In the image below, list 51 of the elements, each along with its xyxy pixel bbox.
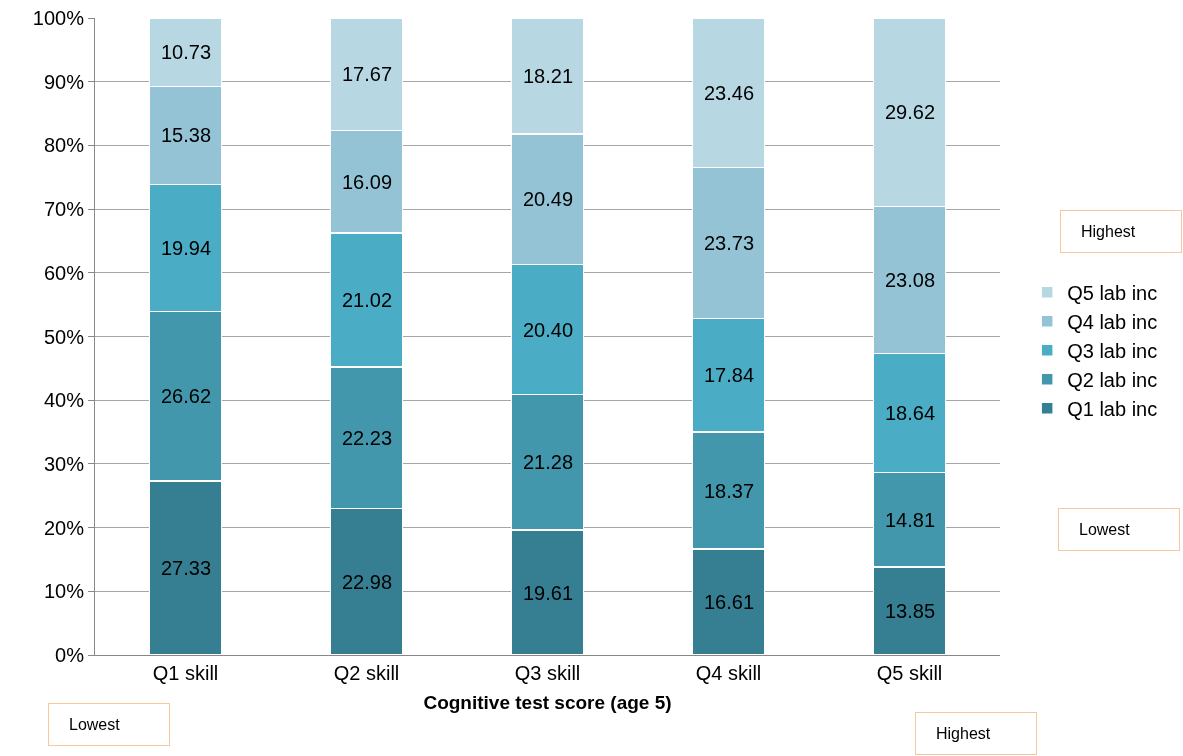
y-tick-label: 80% bbox=[43, 134, 85, 157]
data-label: 14.81 bbox=[885, 509, 936, 531]
data-label: 20.49 bbox=[523, 188, 574, 210]
data-label: 29.62 bbox=[885, 101, 936, 123]
data-label: 22.23 bbox=[342, 427, 393, 449]
text: Lowest bbox=[1058, 508, 1180, 551]
data-label: 18.64 bbox=[885, 402, 936, 424]
x-tick-label: Q4 skill bbox=[695, 662, 762, 684]
text: Highest bbox=[915, 712, 1037, 755]
legend-label: Q4 lab inc bbox=[1067, 311, 1158, 334]
data-label: 10.73 bbox=[161, 41, 212, 63]
data-label: 18.37 bbox=[704, 480, 755, 502]
y-tick-label: 90% bbox=[43, 70, 85, 93]
y-tick-label: 40% bbox=[43, 389, 85, 412]
data-label: 27.33 bbox=[161, 557, 212, 579]
y-tick-label: 60% bbox=[43, 261, 85, 284]
data-label: 19.61 bbox=[523, 582, 574, 604]
legend-label: Q2 lab inc bbox=[1067, 369, 1158, 392]
y-tick-label: 70% bbox=[43, 198, 85, 221]
data-label: 17.84 bbox=[704, 364, 755, 386]
x-tick-label: Q5 skill bbox=[876, 662, 943, 684]
data-label: 19.94 bbox=[161, 237, 212, 259]
text: Highest bbox=[1060, 210, 1182, 253]
data-label: 22.98 bbox=[342, 571, 393, 593]
x-tick-label: Q1 skill bbox=[152, 662, 219, 684]
x-tick-label: Q2 skill bbox=[333, 662, 400, 684]
y-tick-label: 50% bbox=[43, 325, 85, 348]
legend-label: Q5 lab inc bbox=[1067, 282, 1158, 305]
y-tick-label: 20% bbox=[43, 516, 85, 539]
legend-label: Q1 lab inc bbox=[1067, 398, 1158, 421]
y-tick-label: 0% bbox=[55, 644, 85, 666]
data-label: 16.61 bbox=[704, 591, 755, 613]
y-tick-label: 100% bbox=[32, 7, 85, 29]
data-label: 15.38 bbox=[161, 124, 212, 146]
data-label: 21.28 bbox=[523, 451, 574, 473]
data-label: 16.09 bbox=[342, 171, 393, 193]
text: Lowest bbox=[48, 703, 170, 746]
data-label: 23.46 bbox=[704, 82, 755, 104]
data-label: 21.02 bbox=[342, 289, 393, 311]
data-label: 17.67 bbox=[342, 63, 393, 85]
x-axis-title: Cognitive test score (age 5) bbox=[423, 691, 672, 713]
y-tick-label: 30% bbox=[43, 452, 85, 475]
legend-label: Q3 lab inc bbox=[1067, 340, 1158, 363]
y-tick-label: 10% bbox=[43, 580, 85, 603]
data-label: 20.40 bbox=[523, 319, 574, 341]
data-label: 23.08 bbox=[885, 269, 936, 291]
data-label: 18.21 bbox=[523, 65, 574, 87]
data-label: 23.73 bbox=[704, 232, 755, 254]
data-label: 26.62 bbox=[161, 385, 212, 407]
x-tick-label: Q3 skill bbox=[514, 662, 581, 684]
data-label: 13.85 bbox=[885, 600, 936, 622]
